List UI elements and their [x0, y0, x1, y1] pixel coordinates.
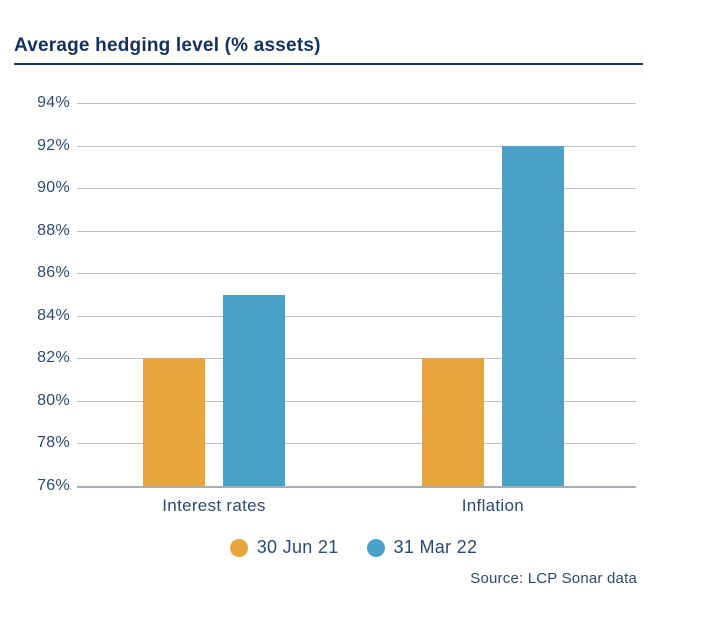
x-category-label-interest-rates: Interest rates — [162, 496, 266, 515]
gridline — [77, 358, 636, 360]
bar-group-interest-rates — [143, 294, 285, 486]
legend-dot-30-jun-21 — [229, 538, 248, 557]
y-tick-label: 76% — [37, 477, 70, 494]
legend-item-31-mar-22: 31 Mar 22 — [366, 537, 478, 558]
y-tick-label: 88% — [37, 221, 70, 239]
legend-label: 30 Jun 21 — [256, 537, 339, 557]
bar-31-mar-22-interest-rates — [223, 294, 285, 486]
y-tick-label: 84% — [37, 306, 70, 324]
y-tick-label: 80% — [37, 391, 70, 409]
y-tick-label: 78% — [37, 434, 70, 452]
gridline — [77, 443, 636, 445]
gridline — [77, 145, 636, 147]
bar-30-jun-21-inflation — [421, 358, 484, 486]
legend-dot-31-mar-22 — [366, 538, 385, 557]
bar-31-mar-22-inflation — [501, 145, 564, 486]
y-tick-label: 86% — [37, 264, 70, 282]
plot-area — [77, 103, 636, 488]
baseline-gridline — [77, 486, 636, 488]
source-note: Source: LCP Sonar data — [470, 570, 637, 587]
legend-label: 31 Mar 22 — [393, 537, 478, 557]
chart-title: Average hedging level (% assets) — [14, 35, 321, 56]
y-axis-labels: 94% 92% 90% 88% 86% 84% 82% 80% 78% 76% — [0, 94, 70, 494]
gridline — [77, 188, 636, 190]
gridline — [77, 230, 636, 232]
title-block: Average hedging level (% assets) — [14, 35, 643, 65]
y-tick-label: 92% — [37, 136, 70, 154]
x-category-label-inflation: Inflation — [461, 496, 525, 515]
gridline — [77, 400, 636, 402]
gridline — [77, 315, 636, 317]
gridline — [77, 273, 636, 275]
y-tick-label: 90% — [37, 179, 70, 197]
legend: 30 Jun 21 31 Mar 22 — [0, 537, 707, 558]
legend-item-30-jun-21: 30 Jun 21 — [229, 537, 339, 558]
bar-group-inflation — [421, 145, 564, 486]
y-tick-label: 94% — [37, 94, 70, 111]
x-axis-labels: Interest rates Inflation — [77, 496, 636, 518]
y-tick-label: 82% — [37, 349, 70, 367]
gridline — [77, 103, 636, 104]
bar-30-jun-21-interest-rates — [143, 358, 205, 486]
